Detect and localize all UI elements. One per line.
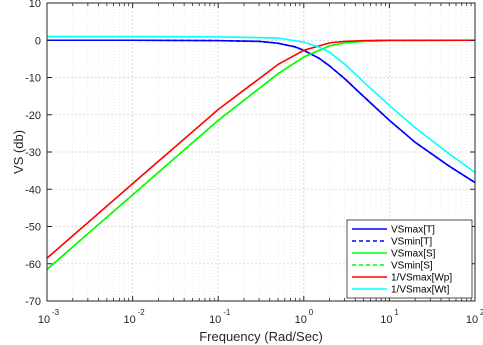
x-tick-label: 10-3	[38, 308, 60, 326]
tick-layer	[46, 2, 476, 302]
x-tick-exponent: 1	[394, 308, 399, 317]
x-tick-label: 10-2	[123, 308, 145, 326]
legend-label-0: VSmax[T]	[391, 225, 435, 236]
legend-label-2: VSmax[S]	[391, 249, 436, 260]
x-tick-label: 10-1	[209, 308, 231, 326]
x-tick-base: 10	[209, 314, 221, 326]
legend: VSmax[T]VSmin[T]VSmax[S]VSmin[S]1/VSmax[…	[346, 219, 473, 299]
y-tick-label: 10	[29, 0, 41, 10]
y-tick-label: -60	[25, 259, 41, 271]
legend-label-1: VSmin[T]	[391, 237, 432, 248]
x-axis-label: Frequency (Rad/Sec)	[199, 329, 323, 344]
legend-label-4: 1/VSmax[Wp]	[391, 273, 452, 284]
x-tick-label: 102	[466, 308, 483, 326]
y-tick-label: -70	[25, 296, 41, 308]
x-tick-base: 10	[123, 314, 135, 326]
y-tick-label: 0	[35, 35, 41, 47]
y-tick-labels: 10 0 -10 -20 -30 -40 -50 -60 -70	[25, 0, 41, 308]
y-tick-label: -30	[25, 147, 41, 159]
series-layer	[46, 35, 476, 270]
x-tick-base: 10	[466, 314, 478, 326]
series-line-1	[47, 39, 476, 184]
series-line-5	[47, 35, 476, 174]
y-tick-label: -40	[25, 184, 41, 196]
x-tick-label: 100	[295, 308, 314, 326]
x-tick-base: 10	[380, 314, 392, 326]
x-tick-exponent: -2	[138, 308, 146, 317]
x-tick-exponent: 2	[480, 308, 483, 317]
x-tick-exponent: -3	[52, 308, 60, 317]
x-tick-base: 10	[295, 314, 307, 326]
x-tick-base: 10	[38, 314, 50, 326]
y-tick-label: -20	[25, 110, 41, 122]
x-tick-exponent: 0	[309, 308, 314, 317]
x-tick-label: 101	[380, 308, 399, 326]
x-tick-exponent: -1	[223, 308, 231, 317]
legend-box	[346, 219, 473, 299]
y-axis-label: VS (db)	[11, 130, 26, 174]
y-tick-label: -50	[25, 222, 41, 234]
y-tick-label: -10	[25, 73, 41, 85]
legend-label-3: VSmin[S]	[391, 261, 433, 272]
legend-label-5: 1/VSmax[Wt]	[391, 285, 450, 296]
